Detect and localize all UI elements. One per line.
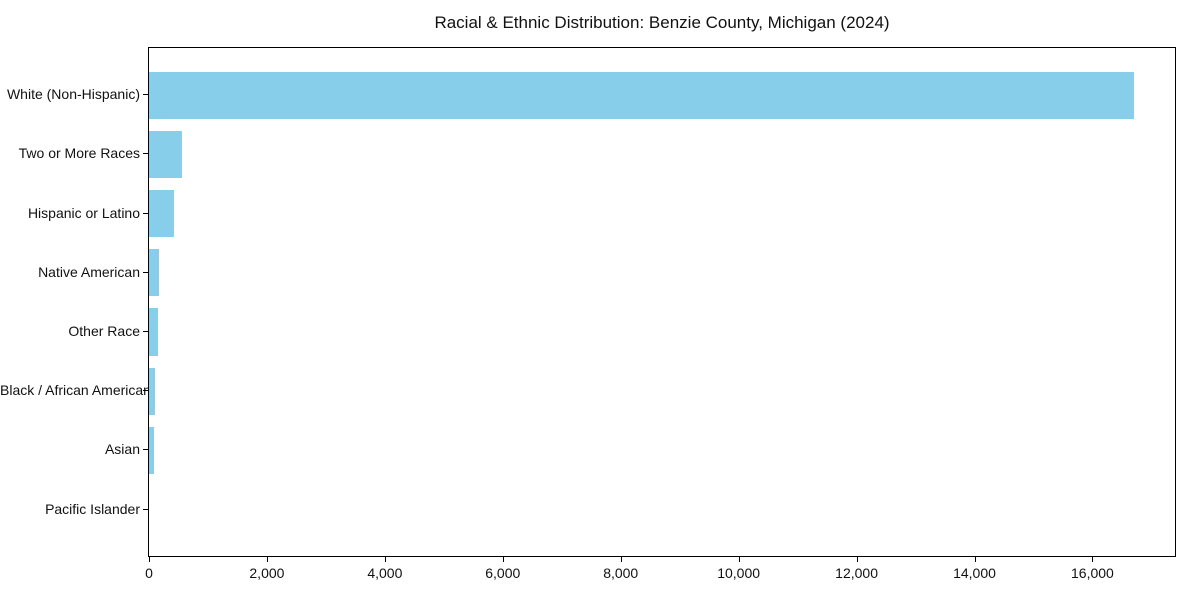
bar [149, 308, 159, 356]
x-tick [149, 557, 150, 562]
x-tick-label: 12,000 [835, 565, 878, 581]
category-label: Asian [104, 441, 140, 458]
category-label: Black / African American [0, 382, 151, 399]
bar [149, 190, 174, 238]
category-label: White (Non-Hispanic) [6, 86, 140, 103]
chart-title: Racial & Ethnic Distribution: Benzie Cou… [434, 13, 890, 32]
category-label: Two or More Races [18, 145, 140, 162]
x-tick-label: 14,000 [953, 565, 996, 581]
plot-area [148, 47, 1176, 557]
x-tick-label: 0 [145, 565, 153, 581]
x-tick-label: 8,000 [603, 565, 639, 581]
category-label: Pacific Islander [45, 500, 140, 517]
x-tick [266, 557, 268, 562]
y-axis-labels: White (Non-Hispanic) Two or More Races His… [0, 47, 151, 557]
y-tick [143, 390, 148, 392]
x-tick [1092, 557, 1094, 562]
y-tick [143, 508, 148, 510]
x-tick [502, 557, 504, 562]
bar [149, 130, 183, 178]
x-tick [384, 557, 386, 562]
bar [149, 367, 156, 415]
x-tick-label: 2,000 [249, 565, 285, 581]
y-tick [143, 449, 148, 451]
category-label: Other Race [68, 323, 140, 339]
y-tick [143, 94, 148, 96]
bar [149, 71, 1134, 119]
x-tick [856, 557, 858, 562]
x-tick [974, 557, 976, 562]
category-label: Native American [38, 263, 140, 280]
y-tick [143, 212, 148, 214]
y-tick [143, 153, 148, 155]
x-tick-label: 4,000 [367, 565, 403, 581]
x-tick [620, 557, 622, 562]
x-tick-label: 16,000 [1071, 565, 1114, 581]
bar [149, 426, 155, 474]
y-tick [143, 271, 148, 273]
category-label: Hispanic or Latino [27, 204, 140, 221]
x-tick-label: 10,000 [717, 565, 761, 581]
bar [149, 249, 160, 297]
y-tick [143, 331, 148, 332]
x-tick [738, 557, 740, 562]
x-tick-label: 6,000 [485, 565, 521, 581]
